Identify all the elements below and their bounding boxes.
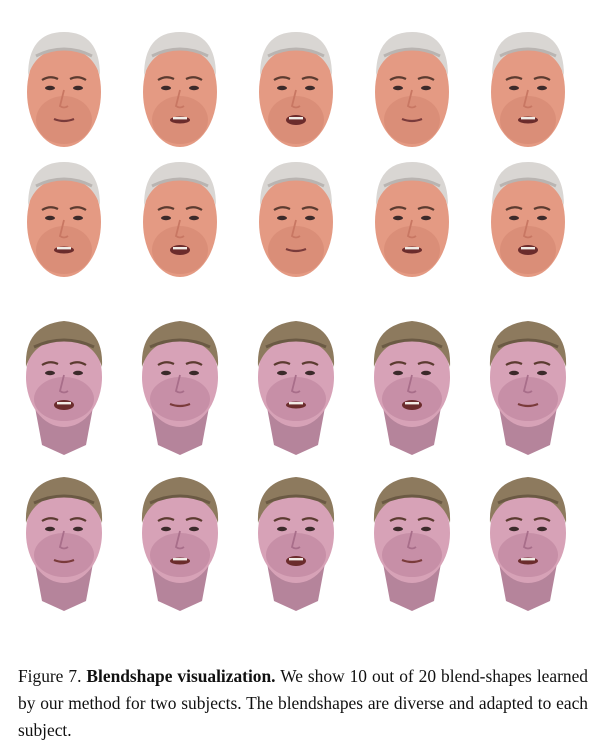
face-thumbnail bbox=[373, 321, 451, 455]
face-thumbnail bbox=[257, 477, 335, 611]
face-thumbnail bbox=[143, 162, 217, 277]
face-thumbnail bbox=[27, 162, 101, 277]
caption-label: Figure 7. bbox=[18, 666, 82, 687]
face-thumbnail bbox=[489, 321, 567, 455]
face-thumbnail bbox=[259, 32, 333, 147]
caption-text: We show 10 out of 20 blend-shapes learne… bbox=[18, 666, 588, 741]
face-thumbnail bbox=[141, 477, 219, 611]
face-thumbnail bbox=[375, 32, 449, 147]
face-thumbnail bbox=[25, 477, 103, 611]
blendshape-figure bbox=[25, 32, 567, 611]
face-thumbnail bbox=[25, 321, 103, 455]
face-thumbnail bbox=[375, 162, 449, 277]
face-thumbnail bbox=[259, 162, 333, 277]
face-thumbnail bbox=[373, 477, 451, 611]
face-thumbnail bbox=[257, 321, 335, 455]
face-thumbnail bbox=[491, 162, 565, 277]
face-thumbnail bbox=[491, 32, 565, 147]
face-thumbnail bbox=[27, 32, 101, 147]
face-thumbnail bbox=[141, 321, 219, 455]
caption-title: Blendshape visualization. bbox=[86, 666, 276, 687]
figure-caption: Figure 7. Blendshape visualization. We s… bbox=[18, 663, 588, 744]
face-thumbnail bbox=[143, 32, 217, 147]
face-thumbnail bbox=[489, 477, 567, 611]
